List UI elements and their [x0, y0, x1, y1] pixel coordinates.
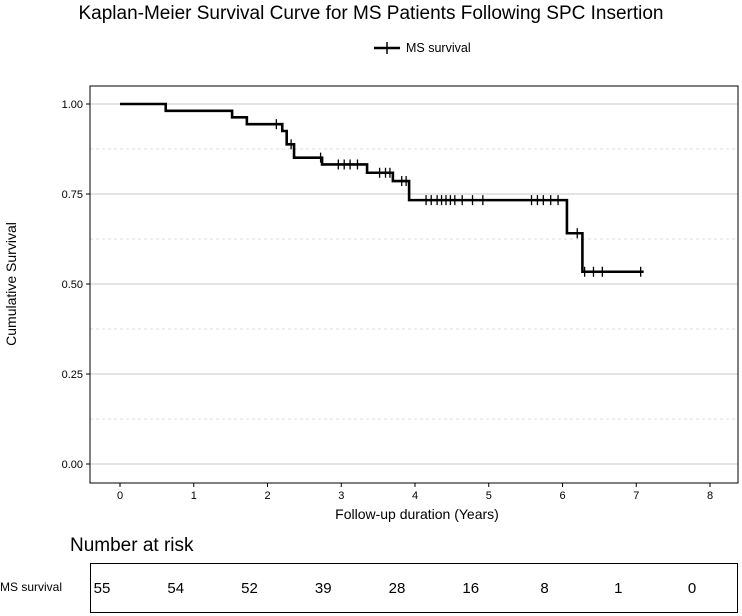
risk-value: 54 [167, 580, 185, 597]
x-tick-label: 0 [117, 490, 123, 502]
x-tick-label: 8 [707, 490, 713, 502]
x-tick-label: 3 [338, 490, 344, 502]
survival-step-line [120, 102, 644, 274]
legend-line-icon [374, 42, 400, 54]
x-tick-label: 6 [559, 490, 565, 502]
risk-value: 0 [687, 580, 697, 597]
risk-strata-label: MS survival [0, 580, 63, 594]
axes: 0.00 0.25 0.50 0.75 1.00 0 1 2 3 4 5 6 7 8 [62, 99, 713, 502]
y-axis-label: Cumulative Survival [3, 222, 19, 346]
risk-value: 39 [314, 580, 332, 597]
survival-plot: 0.00 0.25 0.50 0.75 1.00 0 1 2 3 4 5 6 7 8 Follow-up … [3, 85, 739, 522]
risk-table-box [90, 563, 738, 613]
chart-title: Kaplan-Meier Survival Curve for MS Patie… [78, 3, 664, 24]
risk-value: 1 [614, 580, 623, 597]
x-axis-label: Follow-up duration (Years) [335, 506, 499, 522]
risk-value: 16 [462, 580, 480, 597]
risk-value: 28 [388, 580, 406, 597]
legend-label: MS survival [406, 41, 471, 55]
curve [120, 102, 644, 277]
y-tick-label: 1.00 [62, 99, 83, 111]
risk-value: 55 [93, 580, 111, 597]
y-tick-label: 0.25 [62, 369, 83, 381]
risk-value: 52 [241, 580, 258, 597]
x-tick-label: 4 [412, 490, 418, 502]
y-tick-label: 0.75 [62, 189, 83, 201]
y-tick-label: 0.00 [62, 459, 83, 471]
grid [90, 103, 738, 465]
legend: MS survival [372, 39, 471, 57]
x-tick-label: 2 [264, 490, 270, 502]
x-tick-label: 7 [633, 490, 639, 502]
x-tick-label: 1 [191, 490, 197, 502]
risk-value: 8 [540, 580, 549, 597]
y-tick-label: 0.50 [62, 279, 83, 291]
x-tick-label: 5 [486, 490, 492, 502]
risk-table-title: Number at risk [70, 535, 194, 556]
